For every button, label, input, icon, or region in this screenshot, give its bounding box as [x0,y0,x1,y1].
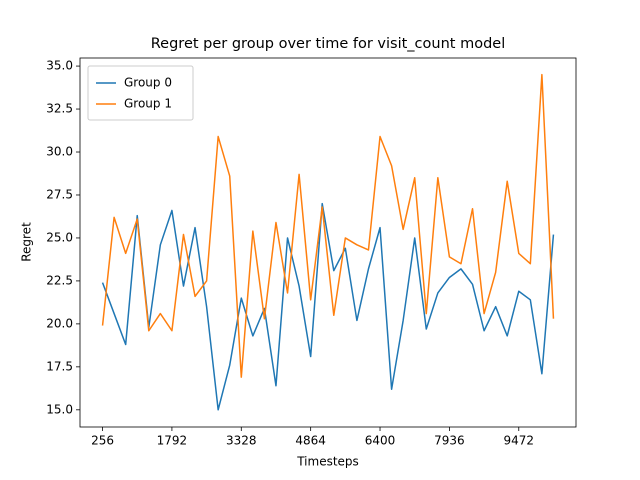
y-tick-label: 30.0 [46,145,73,159]
y-tick-label: 32.5 [46,102,73,116]
y-tick-label: 25.0 [46,230,73,244]
x-tick-label: 7936 [434,434,465,448]
line-series [101,73,555,378]
x-tick-label: 9472 [503,434,534,448]
y-tick-label: 27.5 [46,187,73,201]
legend-label: Group 0 [124,76,172,90]
axes-frame [79,57,577,428]
legend-label: Group 1 [124,97,172,111]
x-tick-label: 6400 [365,434,396,448]
y-tick-label: 20.0 [46,316,73,330]
x-axis-label: Timesteps [296,455,359,469]
x-tick-label: 256 [91,434,114,448]
y-tick-label: 35.0 [46,59,73,73]
x-tick-label: 1792 [157,434,188,448]
y-tick-label: 15.0 [46,402,73,416]
y-axis-label: Regret [20,222,34,262]
y-tick-label: 17.5 [46,359,73,373]
line-series [101,202,555,411]
y-tick-label: 22.5 [46,273,73,287]
legend-box [87,65,194,121]
x-tick-label: 3328 [226,434,257,448]
x-tick-label: 4864 [295,434,326,448]
chart-title: Regret per group over time for visit_cou… [151,36,505,52]
